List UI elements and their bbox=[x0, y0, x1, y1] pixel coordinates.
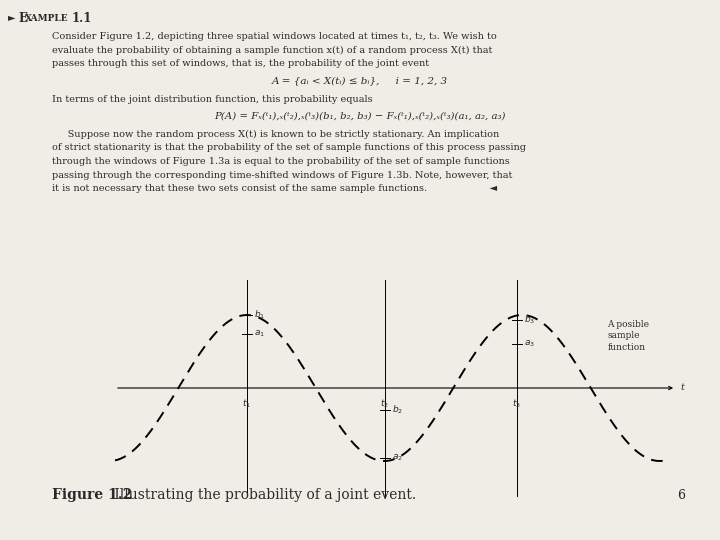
Text: $t_3$: $t_3$ bbox=[512, 398, 521, 410]
Text: A posible
sample
function: A posible sample function bbox=[607, 320, 649, 352]
Text: In terms of the joint distribution function, this probability equals: In terms of the joint distribution funct… bbox=[52, 95, 373, 104]
Text: A = {aᵢ < X(tᵢ) ≤ bᵢ},     i = 1, 2, 3: A = {aᵢ < X(tᵢ) ≤ bᵢ}, i = 1, 2, 3 bbox=[272, 77, 448, 85]
Text: E: E bbox=[18, 12, 27, 25]
Text: evaluate the probability of obtaining a sample function x(t) of a random process: evaluate the probability of obtaining a … bbox=[52, 45, 492, 55]
Text: $b_2$: $b_2$ bbox=[392, 404, 402, 416]
Text: Figure 1.2: Figure 1.2 bbox=[52, 488, 132, 502]
Text: ►: ► bbox=[8, 13, 16, 22]
Text: $t_2$: $t_2$ bbox=[380, 398, 389, 410]
Text: it is not necessary that these two sets consist of the same sample functions.   : it is not necessary that these two sets … bbox=[52, 184, 497, 193]
Text: passes through this set of windows, that is, the probability of the joint event: passes through this set of windows, that… bbox=[52, 59, 429, 68]
Text: P(A) = Fₓ(ᵗ₁),ₓ(ᵗ₂),ₓ(ᵗ₃)(b₁, b₂, b₃) − Fₓ(ᵗ₁),ₓ(ᵗ₂),ₓ(ᵗ₃)(a₁, a₂, a₃): P(A) = Fₓ(ᵗ₁),ₓ(ᵗ₂),ₓ(ᵗ₃)(b₁, b₂, b₃) − … bbox=[215, 111, 505, 120]
Text: $b_3$: $b_3$ bbox=[523, 314, 535, 326]
Text: 6: 6 bbox=[677, 489, 685, 502]
Text: through the windows of Figure 1.3a is equal to the probability of the set of sam: through the windows of Figure 1.3a is eq… bbox=[52, 157, 510, 166]
Text: Illustrating the probability of a joint event.: Illustrating the probability of a joint … bbox=[110, 488, 416, 502]
Text: $a_3$: $a_3$ bbox=[523, 339, 534, 349]
Text: Consider Figure 1.2, depicting three spatial windows located at times t₁, t₂, t₃: Consider Figure 1.2, depicting three spa… bbox=[52, 32, 497, 41]
Text: $t_1$: $t_1$ bbox=[243, 398, 251, 410]
Text: passing through the corresponding time-shifted windows of Figure 1.3b. Note, how: passing through the corresponding time-s… bbox=[52, 171, 513, 179]
Text: $b_1$: $b_1$ bbox=[254, 309, 265, 321]
Text: $a_2$: $a_2$ bbox=[392, 453, 402, 463]
Text: 1.1: 1.1 bbox=[72, 12, 92, 25]
Text: XAMPLE: XAMPLE bbox=[25, 14, 68, 23]
Text: $a_1$: $a_1$ bbox=[254, 329, 265, 339]
Text: of strict stationarity is that the probability of the set of sample functions of: of strict stationarity is that the proba… bbox=[52, 144, 526, 152]
Text: t: t bbox=[680, 383, 684, 393]
Text: Suppose now the random process X(t) is known to be strictly stationary. An impli: Suppose now the random process X(t) is k… bbox=[52, 130, 499, 139]
